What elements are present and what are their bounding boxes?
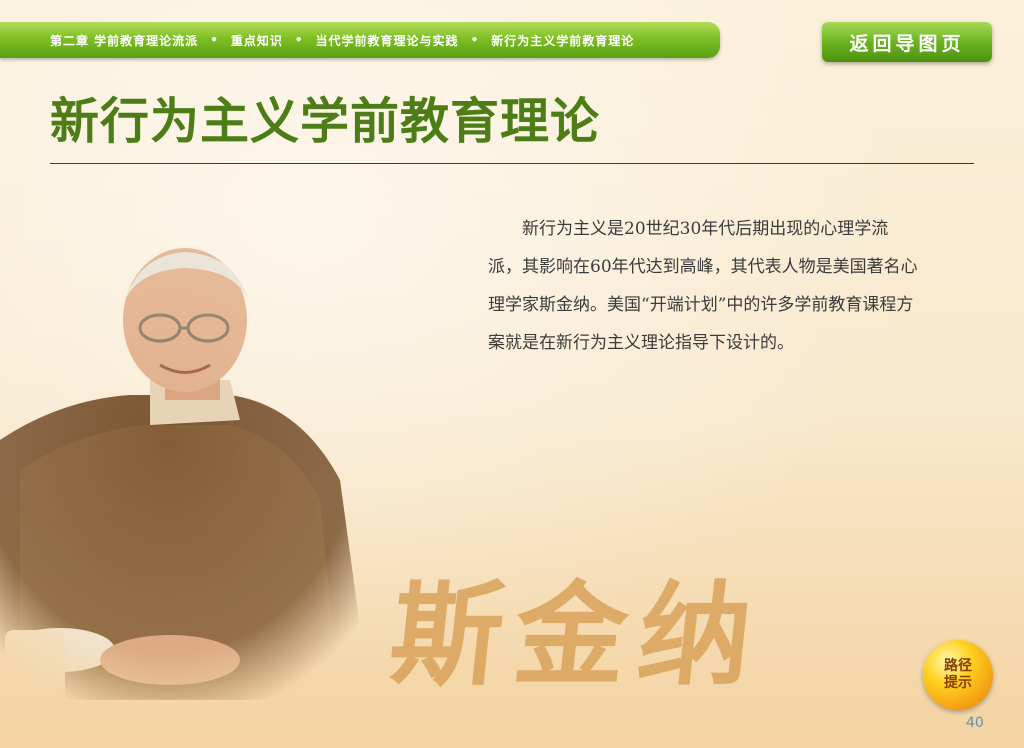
path-hint-button[interactable]: 路径 提示 — [923, 640, 993, 710]
breadcrumb-separator: • — [294, 33, 304, 47]
calligraphy-name: 斯金纳 — [384, 570, 770, 701]
back-to-map-button[interactable]: 返回导图页 — [822, 22, 992, 62]
breadcrumb-separator: • — [210, 33, 219, 47]
breadcrumb-item-chapter[interactable]: 第二章 学前教育理论流派 — [50, 33, 199, 48]
breadcrumb: 第二章 学前教育理论流派 • 重点知识 • 当代学前教育理论与实践 • 新行为主… — [0, 22, 720, 58]
breadcrumb-separator: • — [470, 33, 480, 47]
breadcrumb-item-current: 新行为主义学前教育理论 — [491, 33, 635, 48]
page-title: 新行为主义学前教育理论 — [50, 93, 601, 150]
breadcrumb-item-contemporary[interactable]: 当代学前教育理论与实践 — [315, 33, 459, 48]
title-divider — [50, 163, 974, 164]
body-paragraph: 新行为主义是20世纪30年代后期出现的心理学流派，其影响在60年代达到高峰，其代… — [488, 219, 918, 353]
path-hint-label-line1: 路径 — [944, 658, 972, 674]
page-number: 40 — [966, 715, 984, 731]
breadcrumb-item-key-knowledge[interactable]: 重点知识 — [230, 33, 283, 48]
path-hint-label-line2: 提示 — [944, 675, 972, 691]
skinner-portrait-image — [0, 248, 370, 700]
